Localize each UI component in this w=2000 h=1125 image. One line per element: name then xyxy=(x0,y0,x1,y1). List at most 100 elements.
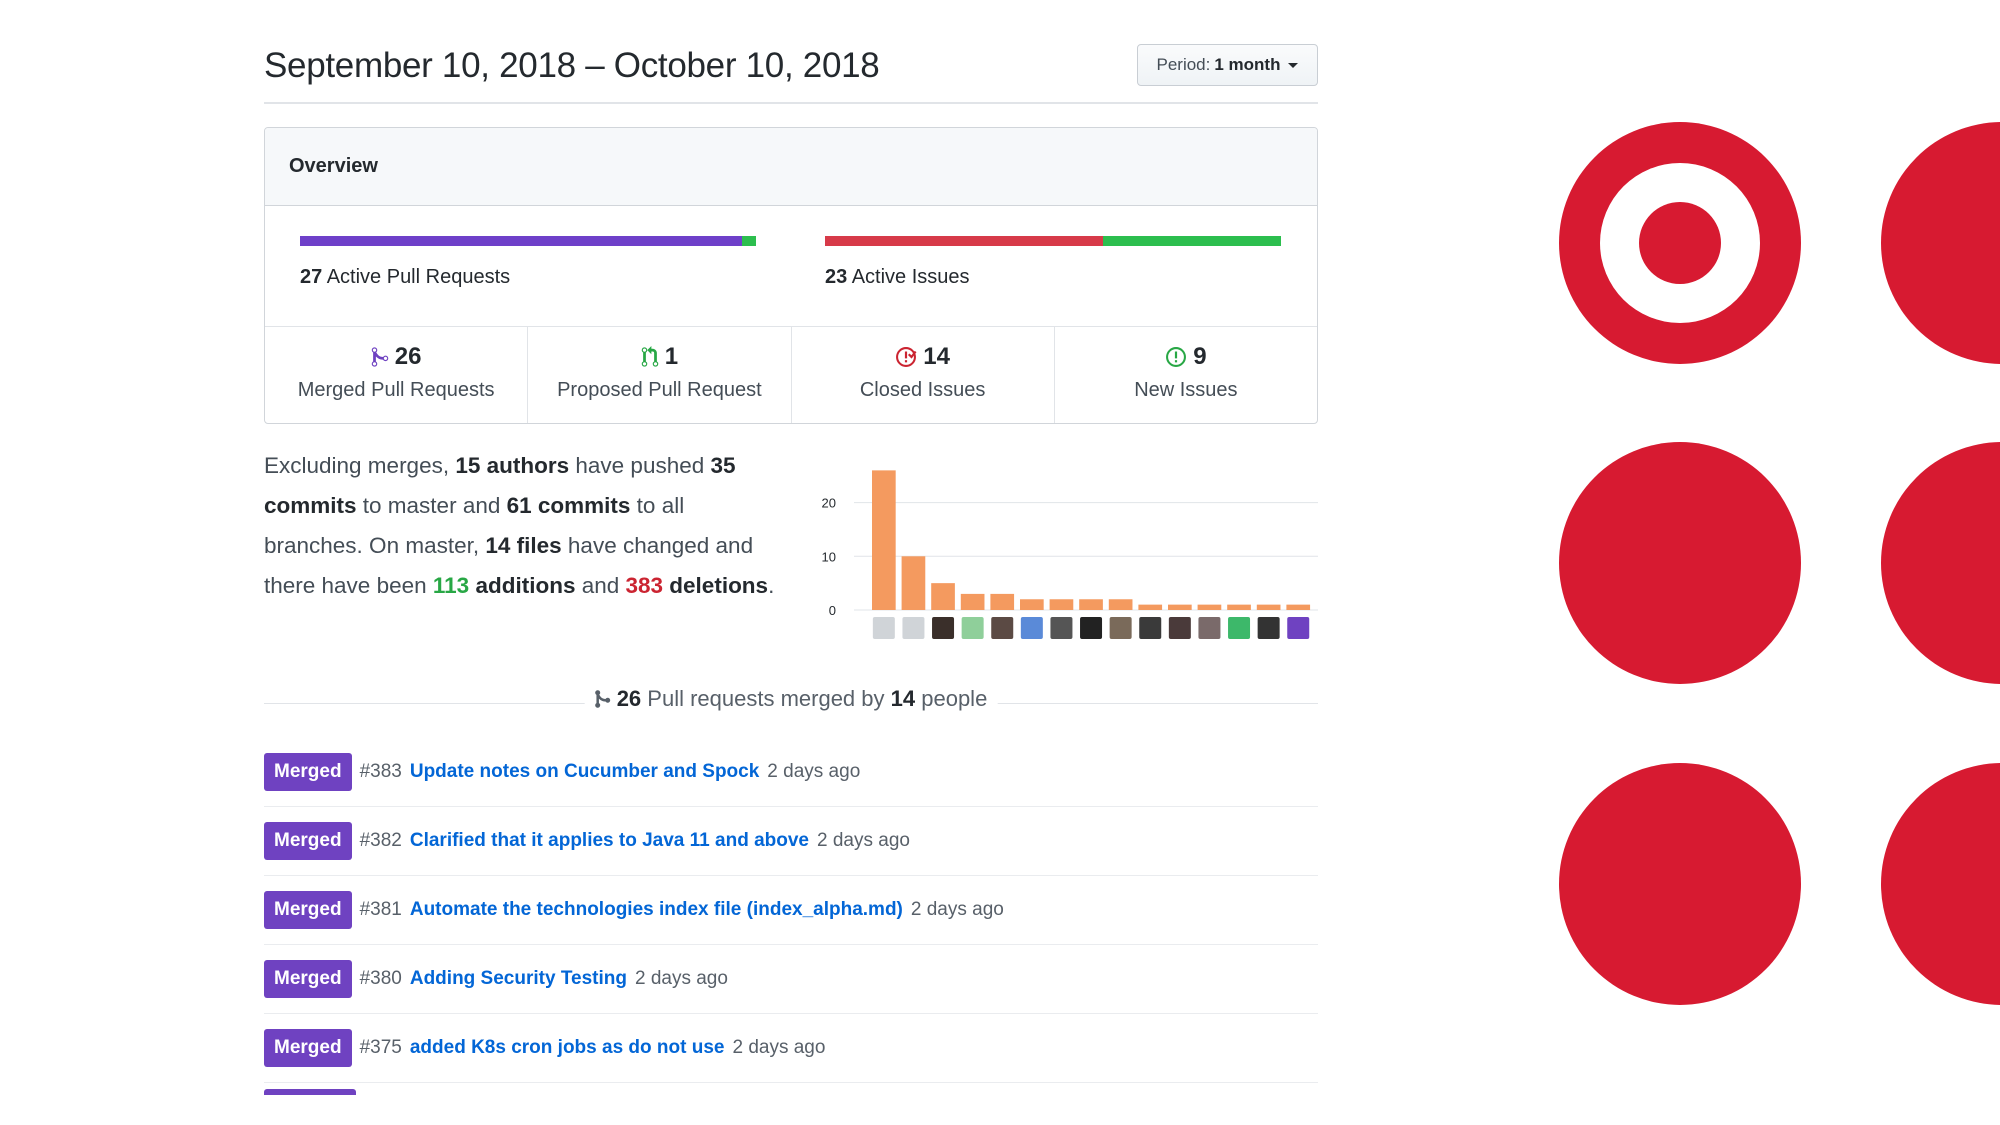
commit-bar[interactable] xyxy=(1256,604,1281,610)
merged-text-end: people xyxy=(915,686,988,711)
pr-number: #383 xyxy=(359,761,402,782)
summary-text: have changed and there have been xyxy=(264,533,754,598)
master-commits-count: 35 commits xyxy=(264,453,736,518)
pr-title-link[interactable]: Clarified that it applies to Java 11 and… xyxy=(409,830,809,851)
commit-bar[interactable] xyxy=(1286,604,1311,610)
commit-bar[interactable] xyxy=(872,470,896,610)
commit-bar[interactable] xyxy=(1020,599,1044,610)
pr-title-link[interactable]: Update notes on Cucumber and Spock xyxy=(409,761,760,782)
git-merge-icon xyxy=(595,690,611,708)
period-value: 1 month xyxy=(1214,55,1281,74)
author-avatar[interactable] xyxy=(1109,617,1132,639)
pr-number: #381 xyxy=(359,899,402,920)
list-item: Merged #383 Update notes on Cucumber and… xyxy=(264,738,1318,807)
merged-badge-partial xyxy=(264,1089,356,1095)
open-segment xyxy=(742,236,756,246)
author-avatar[interactable] xyxy=(1228,617,1251,639)
target-logo-inner-ring xyxy=(1600,163,1760,323)
author-avatar[interactable] xyxy=(902,617,925,639)
active-issues-count: 23 xyxy=(825,266,848,288)
pull-requests-progress-bar[interactable] xyxy=(300,236,756,246)
author-avatar[interactable] xyxy=(961,617,984,639)
summary-text: have pushed xyxy=(569,453,711,478)
overview-box: Overview 27 Active Pull Requests 23 Acti… xyxy=(264,127,1318,424)
stat-closed-issues[interactable]: 14 Closed Issues xyxy=(792,327,1055,423)
author-avatar[interactable] xyxy=(1050,617,1073,639)
pr-title-link[interactable]: Automate the technologies index file (in… xyxy=(409,899,903,920)
commit-bar[interactable] xyxy=(1049,599,1074,610)
new-issues-count: 9 xyxy=(1193,343,1207,370)
author-avatar[interactable] xyxy=(1168,617,1191,639)
decorative-dot xyxy=(1881,122,2000,364)
commit-bar[interactable] xyxy=(931,583,955,610)
pr-number: #382 xyxy=(359,830,402,851)
closed-issues-label: Closed Issues xyxy=(859,379,986,401)
merged-pr-label: Merged Pull Requests xyxy=(297,379,495,401)
commit-bar[interactable] xyxy=(1168,604,1192,610)
target-logo-bullseye xyxy=(1639,202,1721,284)
author-avatar[interactable] xyxy=(1287,617,1310,639)
closed-segment xyxy=(825,236,1104,246)
authors-count: 15 authors xyxy=(455,453,570,478)
decorative-dot xyxy=(1881,763,2000,1005)
issues-progress-bar[interactable] xyxy=(825,236,1281,246)
author-avatar[interactable] xyxy=(1257,617,1280,639)
pr-title-link[interactable]: Adding Security Testing xyxy=(409,968,627,989)
stat-new-issues[interactable]: 9 New Issues xyxy=(1055,327,1317,423)
commits-by-author-chart: 0 10 20 xyxy=(822,470,1318,639)
merged-prs-divider: 26 Pull requests merged by 14 people xyxy=(264,686,1318,726)
author-avatar[interactable] xyxy=(1198,617,1221,639)
decorative-dot xyxy=(1559,763,1801,1005)
decorative-dot xyxy=(1559,442,1801,684)
merged-badge: Merged xyxy=(264,960,352,998)
pr-number: #380 xyxy=(359,968,402,989)
author-avatar[interactable] xyxy=(991,617,1014,639)
date-range-title: September 10, 2018 – October 10, 2018 xyxy=(264,46,880,85)
pulse-header: September 10, 2018 – October 10, 2018 Pe… xyxy=(264,40,1318,104)
commit-bar[interactable] xyxy=(1197,604,1222,610)
merged-pr-count: 26 xyxy=(394,343,422,370)
period-dropdown-button[interactable]: Period: 1 month xyxy=(1137,44,1318,86)
overview-stats: 26 Merged Pull Requests 1 Proposed Pull … xyxy=(265,327,1317,423)
author-avatar[interactable] xyxy=(1020,617,1043,639)
commit-bar[interactable] xyxy=(1108,599,1133,610)
active-pr-text: Active Pull Requests xyxy=(326,266,511,288)
summary-text: . xyxy=(768,573,775,598)
pr-number: #375 xyxy=(359,1037,402,1058)
active-pull-requests-label[interactable]: 27 Active Pull Requests xyxy=(300,266,510,289)
merged-pr-list: Merged #383 Update notes on Cucumber and… xyxy=(264,738,1318,1083)
author-avatar[interactable] xyxy=(872,617,895,639)
deletions-word: deletions xyxy=(663,573,769,598)
merged-badge: Merged xyxy=(264,891,352,929)
commit-bar[interactable] xyxy=(960,593,985,610)
commit-bar[interactable] xyxy=(1138,604,1163,610)
commit-bar[interactable] xyxy=(1079,599,1103,610)
summary-text: to all branches. On master, xyxy=(264,493,685,558)
active-issues-label[interactable]: 23 Active Issues xyxy=(825,266,970,289)
open-segment xyxy=(1103,236,1281,246)
git-merge-icon xyxy=(371,347,389,367)
author-avatar[interactable] xyxy=(1080,617,1103,639)
y-tick-label: 20 xyxy=(822,496,836,511)
list-item: Merged #375 added K8s cron jobs as do no… xyxy=(264,1014,1318,1083)
merged-text: Pull requests merged by xyxy=(641,686,891,711)
new-issues-label: New Issues xyxy=(1134,379,1238,401)
commit-bar[interactable] xyxy=(1227,604,1251,610)
author-avatar[interactable] xyxy=(1139,617,1162,639)
commit-bar[interactable] xyxy=(901,556,926,610)
merged-badge: Merged xyxy=(264,1029,352,1067)
commit-bar[interactable] xyxy=(990,593,1015,610)
pr-title-link[interactable]: added K8s cron jobs as do not use xyxy=(409,1037,725,1058)
pr-timestamp: 2 days ago xyxy=(634,968,728,989)
active-issues-text: Active Issues xyxy=(851,266,970,288)
proposed-pr-label: Proposed Pull Request xyxy=(557,379,762,401)
commit-summary: Excluding merges, 15 authors have pushed… xyxy=(264,446,784,606)
merged-badge: Merged xyxy=(264,753,352,791)
pr-timestamp: 2 days ago xyxy=(732,1037,826,1058)
stat-proposed-pull-request[interactable]: 1 Proposed Pull Request xyxy=(528,327,792,423)
author-avatar[interactable] xyxy=(932,617,955,639)
git-pull-request-icon xyxy=(641,346,658,367)
active-pr-count: 27 xyxy=(300,266,323,288)
stat-merged-pull-requests[interactable]: 26 Merged Pull Requests xyxy=(265,327,529,423)
target-logo-outer-ring xyxy=(1559,122,1801,364)
